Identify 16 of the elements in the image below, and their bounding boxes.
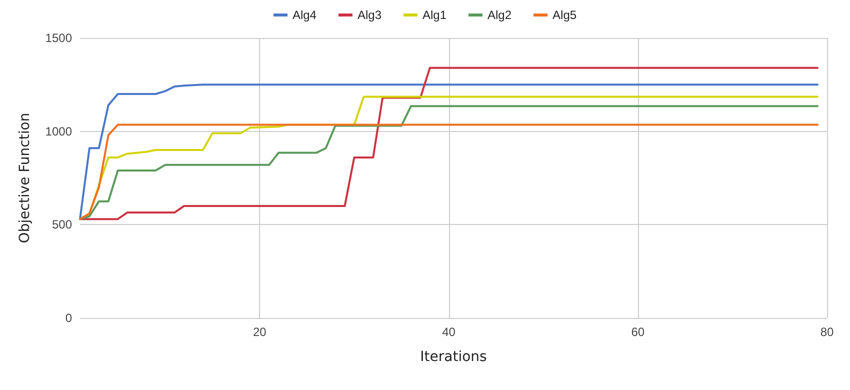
legend-label: Alg1 — [422, 8, 447, 22]
x-tick-label: 60 — [631, 325, 645, 339]
line-series — [79, 124, 819, 220]
legend-label: Alg2 — [488, 8, 512, 22]
legend-label: Alg4 — [292, 8, 317, 22]
legend-label: Alg5 — [552, 8, 577, 22]
legend-label: Alg3 — [357, 8, 382, 22]
x-tick-label: 40 — [442, 325, 456, 339]
x-tick-label: 20 — [252, 325, 267, 339]
x-axis-title: Iterations — [420, 349, 487, 365]
y-tick-label: 1500 — [45, 31, 72, 45]
y-tick-label: 500 — [52, 218, 72, 232]
x-tick-label: 80 — [820, 325, 834, 339]
y-tick-label: 1000 — [45, 124, 72, 138]
y-tick-label: 0 — [65, 311, 72, 325]
y-axis-title: Objective Function — [17, 112, 33, 244]
